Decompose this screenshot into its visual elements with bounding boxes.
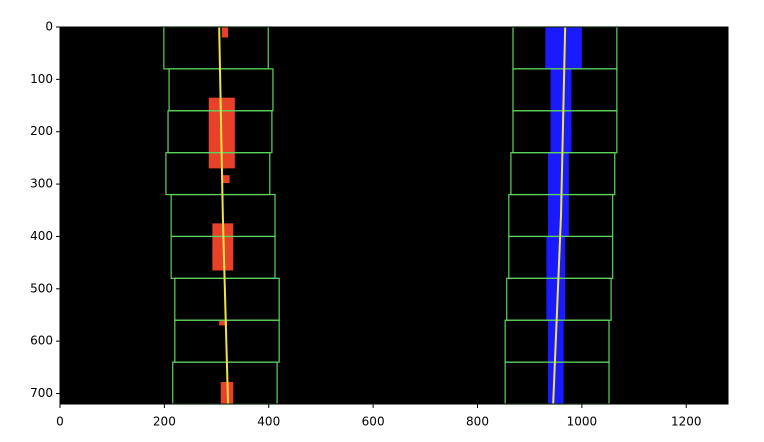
y-tick-label: 300	[30, 177, 53, 191]
x-tick-label: 0	[56, 415, 64, 429]
y-tick-label: 100	[30, 72, 53, 86]
fit-line	[218, 26, 230, 405]
y-tick-label: 400	[30, 229, 53, 243]
y-tick-label: 0	[45, 20, 53, 34]
lane-pixels	[219, 320, 227, 326]
y-tick-label: 200	[30, 124, 53, 138]
y-tick-label: 700	[30, 386, 53, 400]
plot-frame	[59, 26, 729, 405]
x-tick-label: 1200	[671, 415, 702, 429]
x-tick-label: 200	[153, 415, 176, 429]
x-tick-label: 800	[466, 415, 489, 429]
x-tick-label: 400	[257, 415, 280, 429]
lane-pixels	[221, 27, 229, 38]
lane-pixels	[221, 175, 230, 184]
fit-line	[552, 26, 567, 405]
x-tick-label: 1000	[567, 415, 598, 429]
y-tick-label: 500	[30, 281, 53, 295]
image-background	[60, 27, 728, 404]
y-tick-label: 600	[30, 334, 53, 348]
x-tick-label: 600	[362, 415, 385, 429]
